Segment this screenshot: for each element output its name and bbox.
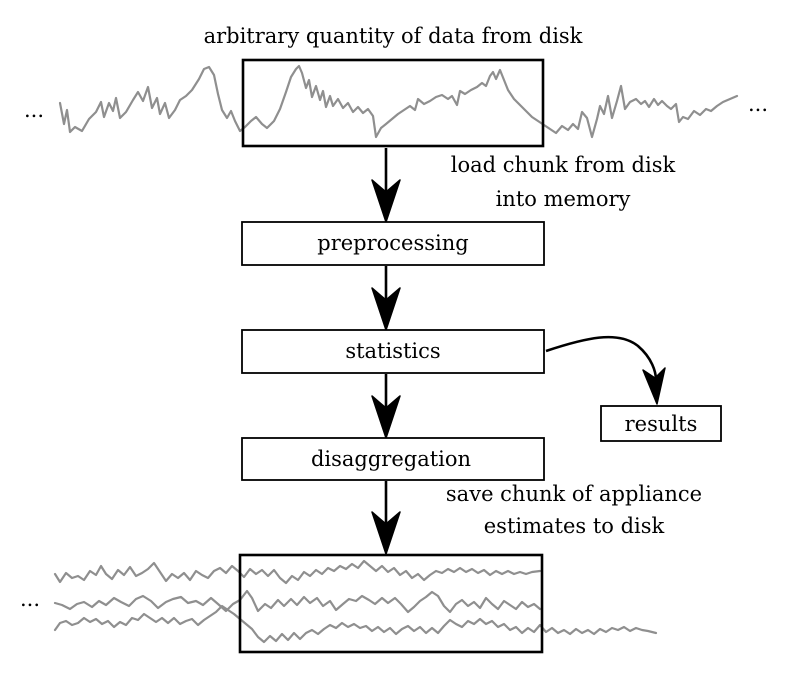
input-signal-line (58, 64, 739, 139)
load-label-line-1: load chunk from disk (451, 153, 676, 177)
appliance-signal-2 (53, 589, 542, 614)
load-label-line-2: into memory (496, 187, 631, 211)
arrow-stats-to-results-head (642, 367, 666, 405)
input-data-title: arbitrary quantity of data from disk (204, 24, 583, 48)
statistics-box (241, 329, 545, 374)
arrow-stats-to-results-curve (545, 335, 658, 381)
disaggregation-label: disaggregation (311, 447, 471, 471)
statistics-label: statistics (345, 339, 440, 363)
save-label-line-2: estimates to disk (484, 514, 665, 538)
appliance-signal-3 (53, 604, 658, 644)
preprocessing-box (241, 221, 545, 266)
ellipsis-right-top: ... (748, 92, 768, 116)
input-chunk-window (241, 58, 545, 148)
ellipsis-left-top: ... (24, 98, 44, 122)
output-chunk-window (238, 553, 544, 654)
arrow-pre-to-stats-head (371, 287, 401, 331)
preprocessing-label: preprocessing (317, 231, 468, 255)
ellipsis-left-bottom: ... (20, 587, 40, 611)
arrow-stats-to-disag-head (371, 395, 401, 439)
results-box (600, 405, 722, 442)
arrow-save-head (371, 511, 401, 555)
arrow-load-head (371, 179, 401, 223)
disaggregation-box (241, 437, 545, 481)
appliance-signal-1 (53, 559, 542, 585)
save-label-line-1: save chunk of appliance (446, 482, 702, 506)
results-label: results (625, 412, 698, 436)
